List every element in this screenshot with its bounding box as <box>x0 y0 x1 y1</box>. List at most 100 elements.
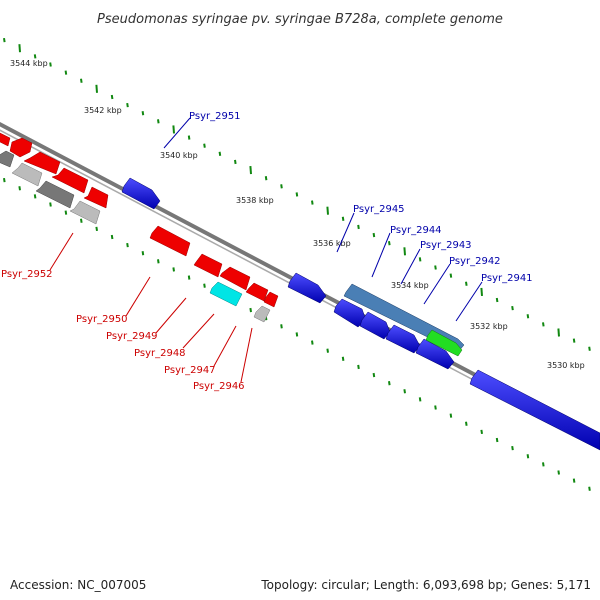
gene-arrow[interactable] <box>253 305 271 323</box>
gene-arrow[interactable] <box>11 162 43 187</box>
gene-arrow[interactable] <box>51 167 89 194</box>
outer-tick-mark <box>542 322 545 327</box>
gene-arrow[interactable] <box>0 150 15 168</box>
outer-tick-mark <box>49 62 52 67</box>
gene-label-psyr-2942[interactable]: Psyr_2942 <box>449 256 501 267</box>
outer-tick-mark <box>33 54 37 59</box>
gene-label-psyr-2943[interactable]: Psyr_2943 <box>420 240 472 251</box>
gene-arrow[interactable] <box>193 253 223 278</box>
forward-gene-labels: Psyr_2951 Psyr_2945 Psyr_2944 Psyr_2943 … <box>163 111 533 322</box>
gene-label-psyr-2941[interactable]: Psyr_2941 <box>481 273 533 284</box>
outer-tick-mark <box>126 102 129 108</box>
inner-tick-mark <box>511 445 514 451</box>
inner-tick-mark <box>187 275 191 280</box>
gene-label-psyr-2944[interactable]: Psyr_2944 <box>390 225 442 236</box>
forward-strand-genes <box>121 177 600 451</box>
gene-arrow[interactable] <box>425 329 463 357</box>
gene-arrow[interactable] <box>0 132 11 147</box>
accession-text: Accession: NC_007005 <box>10 578 147 592</box>
gene-arrow[interactable] <box>121 177 161 210</box>
outer-tick-mark <box>3 37 6 43</box>
inner-tick-mark <box>249 307 252 313</box>
gene-label-psyr-2949[interactable]: Psyr_2949 <box>106 331 158 342</box>
genome-summary-text: Topology: circular; Length: 6,093,698 bp… <box>261 578 591 592</box>
inner-tick-mark <box>126 242 129 248</box>
outer-tick-mark <box>495 297 499 303</box>
outer-tick-mark <box>418 257 422 262</box>
outer-tick-mark <box>403 247 406 256</box>
outer-tick-mark <box>480 287 483 296</box>
gene-arrow[interactable] <box>263 291 279 308</box>
outer-tick-mark <box>372 232 376 238</box>
outer-tick-mark <box>264 176 268 181</box>
outer-tick-mark <box>357 224 360 230</box>
outer-tick-mark <box>588 346 591 351</box>
outer-tick-mark <box>449 273 453 278</box>
outer-tick-mark <box>64 70 68 75</box>
outer-tick-mark <box>295 192 299 197</box>
outer-tick-mark <box>218 151 222 156</box>
outer-tick-mark <box>557 328 560 337</box>
inner-tick-mark <box>95 226 98 231</box>
gene-arrow[interactable] <box>209 281 243 307</box>
gene-label-psyr-2946[interactable]: Psyr_2946 <box>193 381 245 392</box>
outer-tick-mark <box>572 338 576 343</box>
outer-tick-mark <box>141 111 145 116</box>
gene-arrow[interactable] <box>83 186 109 209</box>
inner-tick-mark <box>449 413 453 418</box>
tick-label-3532: 3532 kbp <box>470 322 508 331</box>
inner-tick-mark <box>64 210 68 215</box>
gene-arrow[interactable] <box>23 151 61 175</box>
inner-tick-mark <box>557 470 560 475</box>
inner-tick-mark <box>141 251 145 256</box>
inner-tick-mark <box>33 194 37 199</box>
outer-tick-mark <box>249 165 252 175</box>
inner-tick-mark <box>295 332 299 337</box>
gene-arrow[interactable] <box>245 282 269 302</box>
tick-label-3534: 3534 kbp <box>391 281 429 290</box>
reverse-gene-labels: Psyr_2952 Psyr_2950 Psyr_2949 Psyr_2948 … <box>1 232 253 392</box>
inner-tick-mark <box>311 340 314 345</box>
gene-arrow[interactable] <box>35 180 75 209</box>
inner-tick-mark <box>495 437 499 443</box>
tick-label-3542: 3542 kbp <box>84 106 122 115</box>
outer-tick-mark <box>311 200 314 205</box>
outer-tick-mark <box>234 159 237 165</box>
gene-arrow[interactable] <box>219 266 251 291</box>
gene-arrow[interactable] <box>69 200 101 225</box>
inner-tick-mark <box>80 218 83 223</box>
inner-tick-mark <box>203 283 206 288</box>
gene-label-psyr-2952[interactable]: Psyr_2952 <box>1 269 53 280</box>
gene-label-psyr-2945[interactable]: Psyr_2945 <box>353 204 405 215</box>
inner-tick-mark <box>3 177 6 183</box>
outer-tick-mark <box>157 119 160 124</box>
outer-tick-mark <box>326 206 329 215</box>
inner-tick-mark <box>434 405 437 410</box>
inner-tick-mark <box>110 234 114 240</box>
gene-label-psyr-2947[interactable]: Psyr_2947 <box>164 365 216 376</box>
outer-tick-mark <box>172 125 175 134</box>
inner-tick-mark <box>480 429 483 435</box>
inner-tick-mark <box>588 486 591 491</box>
gene-label-psyr-2948[interactable]: Psyr_2948 <box>134 348 186 359</box>
outer-tick-mark <box>434 265 437 270</box>
outer-tick-mark <box>18 44 21 53</box>
outer-tick-mark <box>95 84 98 93</box>
tick-tracks <box>3 37 591 491</box>
gene-label-psyr-2950[interactable]: Psyr_2950 <box>76 314 128 325</box>
outer-tick-mark <box>465 281 468 286</box>
gene-arrow[interactable] <box>469 369 600 451</box>
outer-tick-mark <box>280 184 283 189</box>
gene-arrow[interactable] <box>415 338 455 370</box>
inner-tick-mark <box>372 372 376 378</box>
gene-arrow[interactable] <box>9 137 33 158</box>
gene-arrow[interactable] <box>287 272 327 304</box>
gene-label-psyr-2951[interactable]: Psyr_2951 <box>189 111 241 122</box>
gene-arrow[interactable] <box>149 225 191 257</box>
outer-tick-mark <box>341 216 345 221</box>
inner-tick-mark <box>403 389 406 394</box>
inner-tick-mark <box>465 421 468 426</box>
outer-tick-mark <box>511 305 514 311</box>
tick-label-3536: 3536 kbp <box>313 239 351 248</box>
